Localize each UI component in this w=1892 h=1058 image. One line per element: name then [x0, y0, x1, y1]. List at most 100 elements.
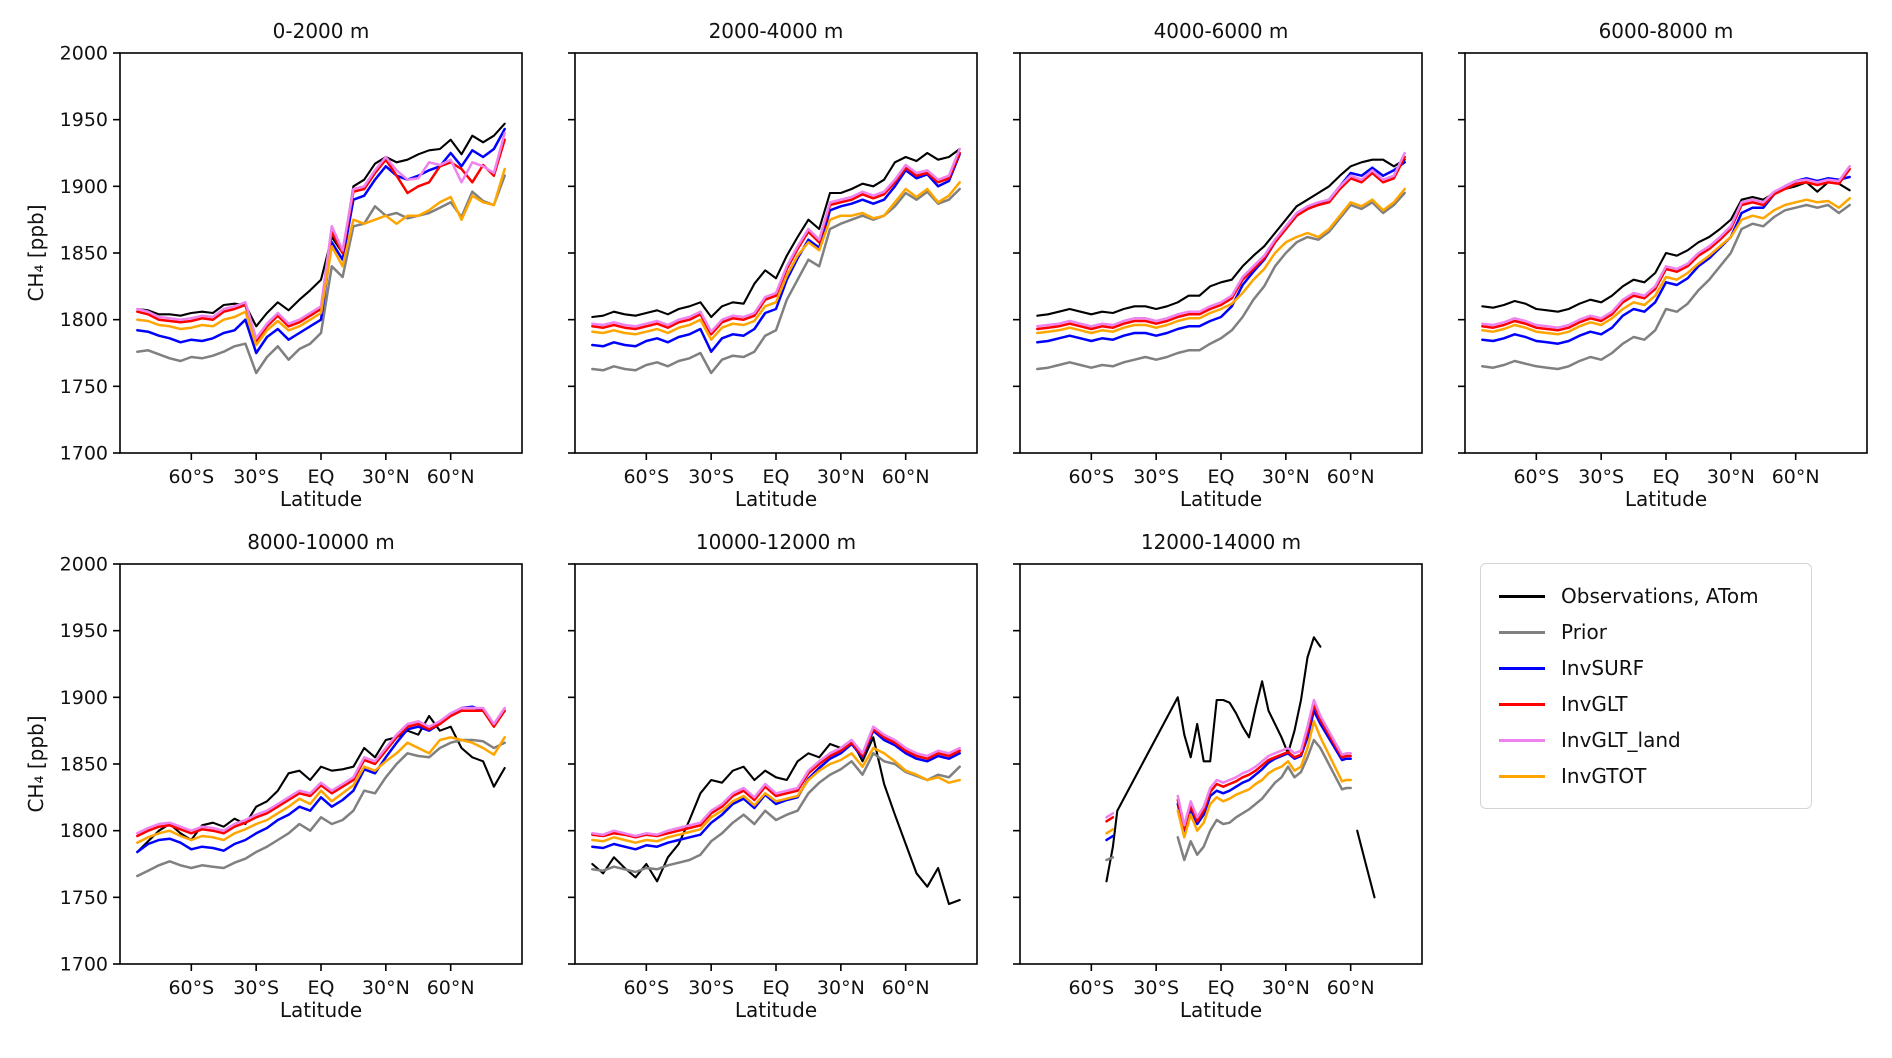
- legend-item-invgtot: InvGTOT: [1499, 758, 1793, 794]
- x-tick-label: EQ: [763, 466, 790, 488]
- legend-label: InvSURF: [1561, 656, 1645, 680]
- x-tick-label: 60°S: [623, 466, 669, 488]
- series-line-invglt: [1481, 167, 1851, 332]
- chart-canvas: 60°S 30°S EQ 30°N 60°N: [1458, 52, 1868, 488]
- legend-item-observations-atom: Observations, ATom: [1499, 578, 1793, 614]
- subplot-4000-6000m: 4000-6000 m 60°S 30°S EQ 30°N 60°N Latitude: [945, 19, 1427, 539]
- series-line-invglt: [136, 709, 506, 838]
- series-line-prior: [1105, 738, 1352, 862]
- x-tick-label: 60°S: [623, 977, 669, 999]
- legend-item-invglt-land: InvGLT_land: [1499, 722, 1793, 758]
- legend-line-swatch: [1499, 774, 1545, 778]
- legend-line-swatch: [1499, 702, 1545, 706]
- y-tick-label: 1800: [60, 309, 108, 331]
- series-line-observations-atom: [1036, 158, 1406, 317]
- series-line-invglt-land: [1036, 151, 1406, 328]
- subplot-title: 4000-6000 m: [1153, 19, 1289, 43]
- series-line-invsurf: [591, 729, 961, 851]
- x-tick-label: 60°S: [1068, 466, 1114, 488]
- x-tick-label: 60°N: [427, 466, 475, 488]
- subplot-8000-10000m: 8000-10000 m 1700 1750 1800 1850 1900 1950 200…: [24, 530, 527, 1050]
- axes-frame: [119, 563, 523, 965]
- series-line-invglt-land: [591, 147, 961, 333]
- x-tick-label: 60°S: [168, 977, 214, 999]
- x-axis-label: Latitude: [734, 998, 818, 1022]
- subplot-2000-4000m: 2000-4000 m 60°S 30°S EQ 30°N 60°N Latitude: [500, 19, 982, 539]
- y-tick-label: 1900: [60, 687, 108, 709]
- series-line-observations-atom: [1105, 636, 1376, 899]
- legend-box: Observations, ATom Prior InvSURF InvGLT InvG…: [1480, 563, 1812, 809]
- series-line-invgtot: [1481, 197, 1851, 336]
- x-tick-label: 60°N: [1327, 977, 1375, 999]
- legend-label: InvGLT_land: [1561, 728, 1681, 752]
- x-tick-label: 30°S: [688, 977, 734, 999]
- x-tick-label: 60°S: [168, 466, 214, 488]
- x-tick-label: 60°N: [427, 977, 475, 999]
- series-line-invgtot: [591, 181, 961, 341]
- x-tick-label: 30°S: [233, 466, 279, 488]
- x-tick-label: EQ: [1208, 466, 1235, 488]
- series-line-prior: [1481, 203, 1851, 371]
- series-line-observations-atom: [591, 736, 961, 906]
- legend-line-swatch: [1499, 594, 1545, 598]
- series-line-prior: [591, 187, 961, 375]
- x-tick-label: 30°S: [233, 977, 279, 999]
- legend-line-swatch: [1499, 666, 1545, 670]
- legend-label: Observations, ATom: [1561, 584, 1759, 608]
- x-axis-label: Latitude: [1624, 487, 1708, 511]
- x-tick-label: EQ: [308, 466, 335, 488]
- series-line-invgtot: [1105, 720, 1352, 839]
- x-tick-label: 60°S: [1068, 977, 1114, 999]
- subplot-title: 10000-12000 m: [695, 530, 857, 554]
- subplot-title: 12000-14000 m: [1140, 530, 1302, 554]
- axes-frame: [574, 52, 978, 454]
- series-line-invglt-land: [1105, 698, 1352, 827]
- x-axis-label: Latitude: [279, 487, 363, 511]
- x-tick-label: 60°N: [882, 977, 930, 999]
- chart-canvas: 60°S 30°S EQ 30°N 60°N: [1013, 52, 1423, 488]
- axes-frame: [119, 52, 523, 454]
- x-tick-label: 30°N: [1262, 977, 1310, 999]
- series-line-invgtot: [591, 746, 961, 844]
- chart-canvas: 1700 1750 1800 1850 1900 1950 2000 60°S 30°S EQ 30…: [60, 556, 523, 999]
- series-line-invglt-land: [1481, 165, 1851, 329]
- x-tick-label: 60°S: [1513, 466, 1559, 488]
- x-tick-label: 30°S: [688, 466, 734, 488]
- series-line-invgtot: [136, 736, 506, 844]
- legend-label: InvGLT: [1561, 692, 1628, 716]
- x-tick-label: 30°S: [1133, 466, 1179, 488]
- x-axis-label: Latitude: [1179, 998, 1263, 1022]
- series-line-invglt: [591, 728, 961, 839]
- legend-label: InvGTOT: [1561, 764, 1647, 788]
- series-line-invsurf: [1036, 161, 1406, 344]
- series-line-invglt-land: [136, 706, 506, 835]
- y-tick-label: 1750: [60, 887, 108, 909]
- subplot-title: 8000-10000 m: [247, 530, 395, 554]
- series-line-prior: [136, 738, 506, 878]
- x-tick-label: EQ: [1208, 977, 1235, 999]
- y-axis-label: CH₄ [ppb]: [24, 715, 48, 813]
- chart-canvas: 60°S 30°S EQ 30°N 60°N: [568, 52, 978, 488]
- axes-frame: [574, 563, 978, 965]
- series-line-invgtot: [1036, 187, 1406, 335]
- x-tick-label: 60°N: [1327, 466, 1375, 488]
- legend-line-swatch: [1499, 738, 1545, 742]
- y-tick-label: 2000: [60, 556, 108, 576]
- chart-canvas: 60°S 30°S EQ 30°N 60°N: [1013, 563, 1423, 999]
- x-tick-label: 30°N: [1707, 466, 1755, 488]
- x-tick-label: EQ: [763, 977, 790, 999]
- subplot-title: 2000-4000 m: [708, 19, 844, 43]
- y-tick-label: 1950: [60, 620, 108, 642]
- subplot-0-2000m: 0-2000 m 1700 1750 1800 1850 1900 1950 2000 60°…: [24, 19, 527, 539]
- subplot-title: 0-2000 m: [272, 19, 370, 43]
- x-axis-label: Latitude: [1179, 487, 1263, 511]
- x-axis-label: Latitude: [279, 998, 363, 1022]
- x-axis-label: Latitude: [734, 487, 818, 511]
- subplot-title: 6000-8000 m: [1598, 19, 1734, 43]
- series-line-prior: [136, 174, 506, 375]
- y-tick-label: 1700: [60, 443, 108, 465]
- axes-frame: [1019, 52, 1423, 454]
- y-tick-label: 1900: [60, 176, 108, 198]
- x-tick-label: 30°N: [1262, 466, 1310, 488]
